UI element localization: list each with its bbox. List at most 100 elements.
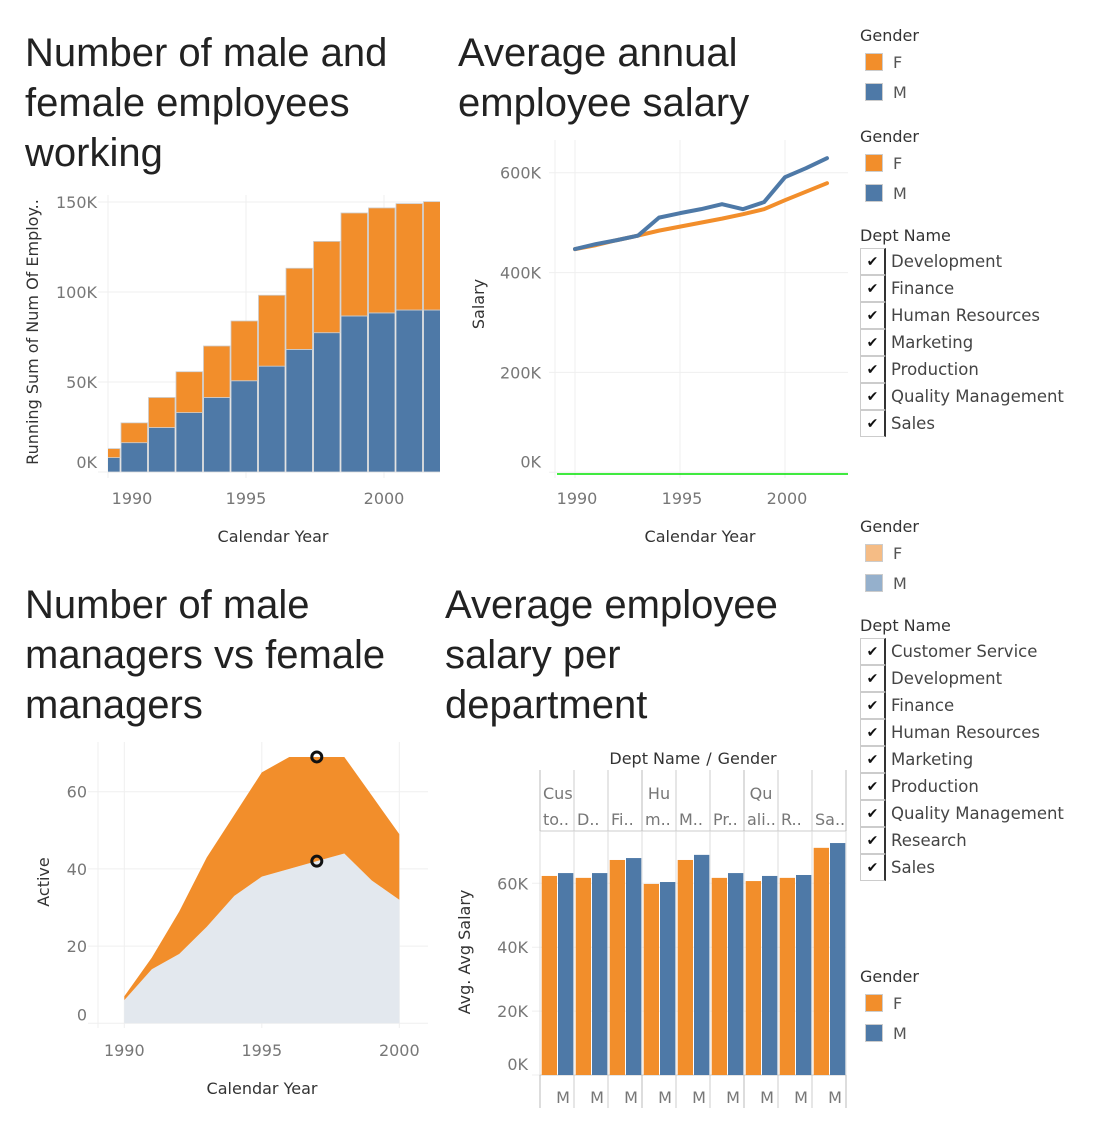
bar-male-1992 [148, 427, 176, 473]
gender-legend-1: Gender F M [860, 25, 919, 107]
checkbox-checked-icon[interactable]: ✔ [860, 719, 886, 746]
filter-item-customer-service[interactable]: ✔ Customer Service [860, 638, 1064, 665]
bar-male-1994 [203, 397, 231, 473]
checkbox-checked-icon[interactable]: ✔ [860, 383, 886, 410]
legend-item-M[interactable]: M [860, 77, 919, 107]
filter-label: Development [891, 252, 1003, 271]
gender-label: M [760, 1088, 774, 1107]
dept-salary-chart: 0K 20K 40K 60K Dept Name / Gender Cus to.. M D.. M F… [455, 749, 847, 1108]
checkbox-checked-icon[interactable]: ✔ [860, 800, 886, 827]
legend-item-F[interactable]: F [860, 988, 919, 1018]
bar-female-1999 [340, 212, 368, 317]
bar-male-1990 [108, 457, 121, 473]
y-axis-title: Salary [469, 279, 488, 329]
dept-header-label: to.. [543, 810, 569, 829]
checkbox-checked-icon[interactable]: ✔ [860, 410, 886, 437]
y-axis-title: Avg. Avg Salary [455, 890, 474, 1015]
legend-item-M[interactable]: M [860, 178, 919, 208]
area-male [124, 853, 400, 1024]
bar-female-1991 [120, 422, 148, 444]
filter-item-sales[interactable]: ✔ Sales [860, 854, 1064, 881]
filter-label: Production [891, 360, 979, 379]
checkbox-checked-icon[interactable]: ✔ [860, 356, 886, 383]
checkbox-checked-icon[interactable]: ✔ [860, 854, 886, 881]
filter-item-human-resources[interactable]: ✔ Human Resources [860, 719, 1064, 746]
checkbox-checked-icon[interactable]: ✔ [860, 329, 886, 356]
x-tick-label: 1995 [226, 489, 267, 508]
checkbox-checked-icon[interactable]: ✔ [860, 773, 886, 800]
line-series-M [573, 156, 829, 252]
checkbox-checked-icon[interactable]: ✔ [860, 746, 886, 773]
bar-female-1994 [203, 345, 231, 398]
filter-item-human-resources[interactable]: ✔ Human Resources [860, 302, 1064, 329]
chart-title-dept-salary: Average employee salary per department [445, 583, 778, 727]
legend-item-M[interactable]: M [860, 568, 919, 598]
gender-legend-2: Gender F M [860, 126, 919, 208]
dept-filter-1: Dept Name ✔ Development ✔ Finance ✔ Human Reso… [860, 224, 1064, 437]
x-axis-title: Calendar Year [645, 527, 756, 546]
filter-label: Finance [891, 696, 955, 715]
managers-area-chart: 0 20 40 60 1990 1995 2000 Calendar Year Active [34, 742, 428, 1098]
filter-item-production[interactable]: ✔ Production [860, 773, 1064, 800]
legend-item-F[interactable]: F [860, 148, 919, 178]
y-tick-label: 40K [497, 938, 528, 957]
filter-item-sales[interactable]: ✔ Sales [860, 410, 1064, 437]
checkbox-checked-icon[interactable]: ✔ [860, 692, 886, 719]
filter-item-marketing[interactable]: ✔ Marketing [860, 746, 1064, 773]
filter-item-quality-management[interactable]: ✔ Quality Management [860, 800, 1064, 827]
y-tick-label: 0K [76, 453, 97, 472]
legend-item-M[interactable]: M [860, 1018, 919, 1048]
legend-item-F[interactable]: F [860, 47, 919, 77]
dept-header-label: m.. [645, 810, 671, 829]
bar-female [711, 877, 727, 1075]
filter-item-finance[interactable]: ✔ Finance [860, 275, 1064, 302]
y-tick-label: 150K [56, 193, 98, 212]
checkbox-checked-icon[interactable]: ✔ [860, 638, 886, 665]
checkbox-checked-icon[interactable]: ✔ [860, 275, 886, 302]
salary-line-chart: 0K 200K 400K 600K 1990 1995 2000 Calendar Year S… [469, 140, 848, 546]
x-axis-title: Calendar Year [207, 1079, 318, 1098]
dept-header-label: Hu [648, 784, 670, 803]
legend-item-F[interactable]: F [860, 538, 919, 568]
legend-label: M [893, 1023, 907, 1043]
bar-male [830, 843, 846, 1075]
bar-female [745, 881, 761, 1075]
filter-label: Finance [891, 279, 955, 298]
filter-label: Sales [891, 858, 935, 877]
filter-label: Sales [891, 414, 935, 433]
checkbox-checked-icon[interactable]: ✔ [860, 665, 886, 692]
bar-female [643, 883, 659, 1075]
bars [108, 201, 440, 473]
y-tick-label: 400K [500, 264, 542, 283]
filter-item-quality-management[interactable]: ✔ Quality Management [860, 383, 1064, 410]
header-title-gender: Gender [718, 749, 777, 768]
y-tick-label: 40 [67, 860, 87, 879]
checkbox-checked-icon[interactable]: ✔ [860, 827, 886, 854]
employees-chart: 0K 50K 100K 150K 1990 1995 2000 Calendar Year Ru… [23, 193, 440, 546]
filter-item-finance[interactable]: ✔ Finance [860, 692, 1064, 719]
dept-filter-2: Dept Name ✔ Customer Service ✔ Development ✔ F… [860, 614, 1064, 881]
dept-header-label: Fi.. [611, 810, 634, 829]
bar-female-1990 [108, 448, 121, 459]
filter-label: Human Resources [891, 723, 1041, 742]
legend-swatch [865, 1024, 883, 1042]
legend-swatch [865, 154, 883, 172]
y-tick-label: 100K [56, 283, 98, 302]
filter-item-development[interactable]: ✔ Development [860, 665, 1064, 692]
y-axis-title: Active [34, 857, 53, 907]
filter-item-production[interactable]: ✔ Production [860, 356, 1064, 383]
legend-label: F [893, 52, 903, 72]
bar-male [558, 873, 574, 1075]
dept-header-label: Sa.. [815, 810, 845, 829]
dept-header-label: Qu [750, 784, 773, 803]
filter-item-marketing[interactable]: ✔ Marketing [860, 329, 1064, 356]
checkbox-checked-icon[interactable]: ✔ [860, 248, 886, 275]
gender-label: M [624, 1088, 638, 1107]
bar-female-1996 [258, 294, 286, 367]
bar-female-1998 [313, 241, 341, 334]
filter-item-development[interactable]: ✔ Development [860, 248, 1064, 275]
checkbox-checked-icon[interactable]: ✔ [860, 302, 886, 329]
filter-item-research[interactable]: ✔ Research [860, 827, 1064, 854]
bar-male-1999 [340, 315, 368, 473]
header-separator: / [706, 749, 712, 768]
